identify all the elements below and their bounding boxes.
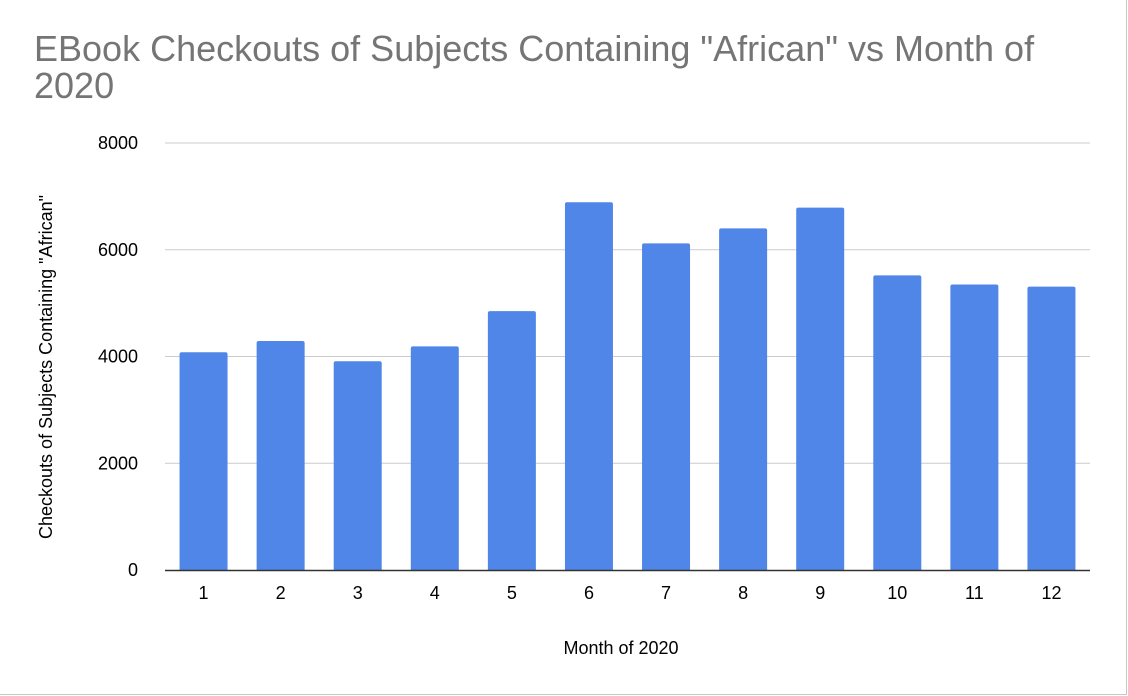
bar-month-12 [1027,286,1076,570]
x-tick-label: 9 [815,583,825,603]
bar-month-8 [719,228,768,570]
bar-month-2 [256,341,305,570]
x-tick-label: 3 [353,583,363,603]
x-tick-label: 4 [430,583,440,603]
y-tick-label: 8000 [98,133,138,153]
bar-month-5 [487,311,536,570]
y-tick-label: 4000 [98,347,138,367]
bar-month-1 [179,352,228,570]
y-tick-label: 0 [128,560,138,580]
bar-month-10 [873,275,922,570]
bar-month-7 [642,243,691,570]
x-axis-ticks: 1 2 3 4 5 6 7 8 9 10 11 12 [199,583,1062,603]
x-tick-label: 2 [276,583,286,603]
bars [179,202,1076,571]
x-tick-label: 1 [199,583,209,603]
bar-month-6 [564,202,613,570]
y-axis-label: Checkouts of Subjects Containing "Africa… [36,195,56,539]
bar-month-9 [796,207,845,571]
chart-title: EBook Checkouts of Subjects Containing "… [34,28,1035,106]
x-tick-label: 11 [965,583,984,603]
gridlines [165,142,1090,464]
y-tick-label: 6000 [98,240,138,260]
x-tick-label: 12 [1041,583,1061,603]
x-tick-label: 6 [584,583,594,603]
x-tick-label: 7 [661,583,671,603]
x-tick-label: 5 [507,583,517,603]
y-axis-ticks: 0 2000 4000 6000 8000 [98,133,138,580]
y-tick-label: 2000 [98,453,138,473]
bar-month-3 [333,361,382,570]
x-axis-label: Month of 2020 [563,638,678,658]
bar-month-4 [410,346,459,570]
x-tick-label: 10 [887,583,907,603]
x-tick-label: 8 [738,583,748,603]
bar-month-11 [950,284,999,570]
